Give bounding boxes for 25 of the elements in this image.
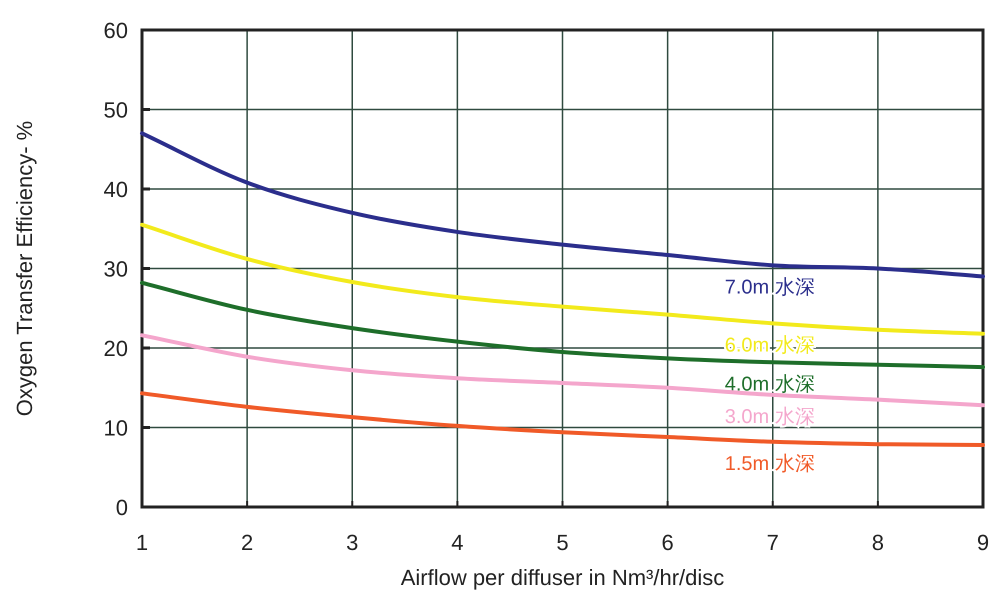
y-tick-label: 10 [104, 416, 128, 440]
x-axis-title: Airflow per diffuser in Nm³/hr/disc [400, 565, 724, 590]
x-tick-label: 9 [976, 530, 989, 555]
series-label: 7.0m 水深 [724, 276, 815, 298]
series-label: 1.5m 水深 [724, 452, 815, 475]
x-tick-label: 2 [241, 530, 254, 555]
line-series [140, 333, 985, 408]
line-series [140, 222, 985, 336]
x-tick-label: 5 [556, 530, 569, 555]
y-tick-label: 50 [104, 98, 128, 122]
y-axis-title: Oxygen Transfer Efficiency- % [12, 120, 37, 416]
x-tick-label: 3 [346, 530, 358, 555]
x-tick-label: 4 [451, 530, 464, 555]
line-series [140, 131, 985, 278]
y-tick-label: 60 [104, 18, 128, 43]
x-tick-label: 6 [662, 530, 674, 555]
y-tick-label: 40 [104, 177, 128, 202]
series-label: 3.0m 水深 [724, 406, 815, 428]
y-tick-label: 0 [116, 495, 128, 520]
y-tick-label: 30 [104, 256, 128, 282]
y-tick-label: 20 [104, 336, 128, 361]
x-tick-label: 8 [872, 530, 884, 555]
x-tick-label: 1 [136, 530, 148, 555]
series-label: 4.0m 水深 [724, 373, 815, 396]
x-tick-label: 7 [766, 530, 779, 555]
